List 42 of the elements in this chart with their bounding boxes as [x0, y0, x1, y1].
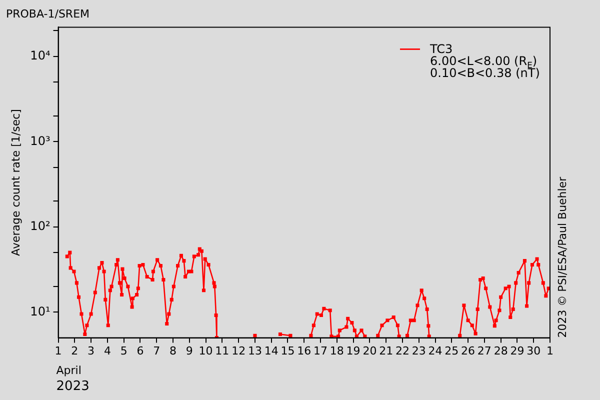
x-tick-label: 14 — [264, 344, 278, 358]
x-tick-label: 1 — [54, 344, 62, 358]
x-tick-label: 11 — [215, 344, 230, 358]
x-tick-label: 12 — [232, 344, 246, 358]
x-tick-label: 22 — [395, 344, 410, 358]
x-tick-label: 24 — [428, 344, 442, 358]
text: 2023 © PSI/ESA/Paul Buehler — [556, 176, 569, 338]
chart-title: PROBA-1/SREM — [6, 7, 90, 20]
x-tick-label: 29 — [510, 344, 524, 358]
x-tick-label: 19 — [346, 344, 360, 358]
x-tick-label: 28 — [494, 344, 508, 358]
x-tick-label: 13 — [248, 344, 262, 358]
x-tick-label: 23 — [412, 344, 426, 358]
text: 2023 — [56, 379, 90, 394]
x-tick-label: 18 — [330, 344, 344, 358]
y-tick-label: 10⁴ — [30, 48, 50, 63]
x-tick-label: 9 — [186, 344, 193, 358]
y-tick-label: 10² — [30, 219, 50, 234]
x-tick-label: 16 — [297, 344, 312, 358]
x-tick-label: 7 — [153, 344, 160, 358]
text: April — [56, 364, 82, 377]
x-tick-label: 2 — [71, 344, 78, 358]
x-tick-label: 20 — [362, 344, 377, 358]
x-tick-label: 5 — [120, 344, 128, 358]
x-tick-label: 10 — [198, 344, 213, 358]
x-tick-label: 30 — [526, 344, 541, 358]
x-tick-label: 25 — [444, 344, 459, 358]
y-tick-label: 10¹ — [30, 304, 50, 318]
y-tick-label: 10³ — [30, 134, 50, 148]
annotation: 0.10<B<0.38 (nT) — [430, 66, 540, 80]
x-tick-label: 21 — [379, 344, 394, 358]
legend-label: TC3 — [429, 42, 453, 56]
y-axis-title: Average count rate [1/sec] — [9, 109, 22, 256]
x-tick-label: 17 — [314, 344, 328, 358]
x-tick-label: 15 — [280, 344, 295, 358]
x-tick-label: 6 — [136, 344, 144, 358]
x-tick-label: 8 — [170, 344, 177, 358]
x-tick-label: 1 — [546, 344, 554, 358]
x-tick-label: 4 — [104, 344, 111, 358]
x-tick-label: 26 — [461, 344, 476, 358]
x-tick-label: 3 — [88, 344, 95, 358]
x-tick-label: 27 — [477, 344, 492, 358]
